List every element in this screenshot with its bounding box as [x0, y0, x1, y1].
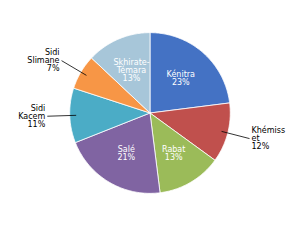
svg-text:Rabat13%: Rabat13%	[162, 145, 185, 162]
svg-text:Skhirate-Témara13%: Skhirate-Témara13%	[113, 58, 149, 83]
svg-text:Khémisset12%: Khémisset12%	[252, 125, 286, 151]
svg-text:SidiSlimane7%: SidiSlimane7%	[27, 48, 60, 73]
svg-text:Salé21%: Salé21%	[117, 144, 135, 162]
svg-text:SidiKacem11%: SidiKacem11%	[18, 104, 46, 129]
svg-text:Kénitra23%: Kénitra23%	[167, 69, 195, 87]
